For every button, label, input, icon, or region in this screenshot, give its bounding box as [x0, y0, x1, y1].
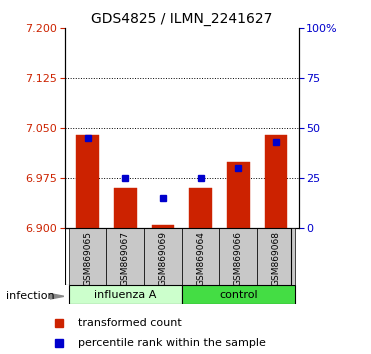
Text: GSM869066: GSM869066	[234, 231, 243, 286]
Text: GSM869067: GSM869067	[121, 231, 130, 286]
Text: percentile rank within the sample: percentile rank within the sample	[78, 338, 266, 348]
Bar	[182, 228, 220, 285]
Bar	[257, 228, 295, 285]
Text: control: control	[219, 290, 257, 300]
Text: GSM869069: GSM869069	[158, 231, 167, 286]
Text: influenza A: influenza A	[94, 290, 157, 300]
Bar	[265, 135, 288, 228]
Title: GDS4825 / ILMN_2241627: GDS4825 / ILMN_2241627	[91, 12, 272, 26]
Text: GSM869065: GSM869065	[83, 231, 92, 286]
Bar	[114, 188, 137, 228]
Bar	[152, 225, 174, 228]
Bar	[69, 285, 182, 304]
Bar	[76, 135, 99, 228]
Bar	[144, 228, 182, 285]
Bar	[189, 188, 212, 228]
Text: infection: infection	[6, 291, 54, 301]
Bar	[220, 228, 257, 285]
Bar	[227, 162, 250, 228]
Bar	[182, 285, 295, 304]
Text: GSM869064: GSM869064	[196, 231, 205, 286]
Bar	[106, 228, 144, 285]
Text: transformed count: transformed count	[78, 318, 182, 328]
Text: GSM869068: GSM869068	[272, 231, 280, 286]
Bar	[69, 228, 106, 285]
Polygon shape	[50, 293, 64, 299]
